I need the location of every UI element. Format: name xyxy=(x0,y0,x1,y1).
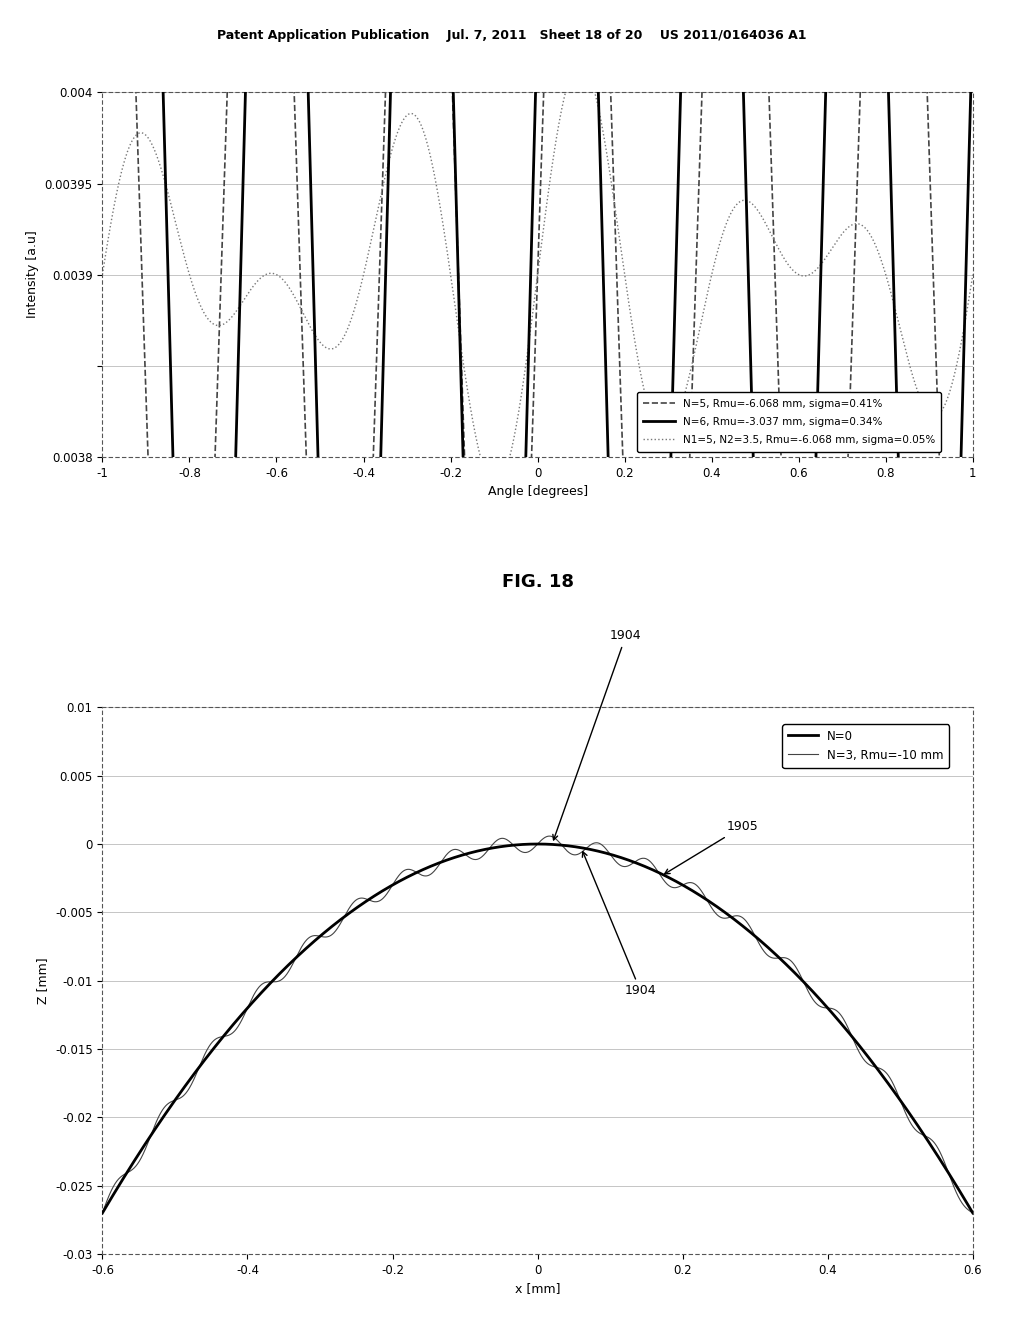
Text: Patent Application Publication    Jul. 7, 2011   Sheet 18 of 20    US 2011/01640: Patent Application Publication Jul. 7, 2… xyxy=(217,29,807,42)
Legend: N=5, Rmu=-6.068 mm, sigma=0.41%, N=6, Rmu=-3.037 mm, sigma=0.34%, N1=5, N2=3.5, : N=5, Rmu=-6.068 mm, sigma=0.41%, N=6, Rm… xyxy=(637,392,941,451)
Text: 1904: 1904 xyxy=(583,851,656,998)
Y-axis label: Intensity [a.u]: Intensity [a.u] xyxy=(26,231,39,318)
Text: 1905: 1905 xyxy=(665,820,758,874)
Y-axis label: Z [mm]: Z [mm] xyxy=(37,957,49,1005)
X-axis label: x [mm]: x [mm] xyxy=(515,1282,560,1295)
Legend: N=0, N=3, Rmu=-10 mm: N=0, N=3, Rmu=-10 mm xyxy=(782,725,949,768)
X-axis label: Angle [degrees]: Angle [degrees] xyxy=(487,486,588,498)
Text: 1904: 1904 xyxy=(553,630,642,840)
Text: FIG. 18: FIG. 18 xyxy=(502,573,573,591)
